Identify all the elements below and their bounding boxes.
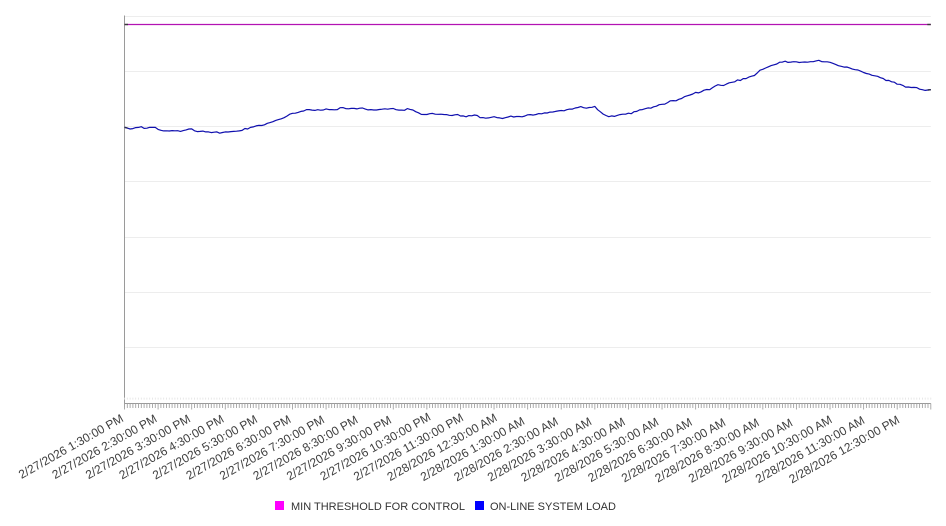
- svg-text:MIN THRESHOLD FOR CONTROL: MIN THRESHOLD FOR CONTROL: [291, 501, 465, 513]
- svg-text:ON-LINE SYSTEM LOAD: ON-LINE SYSTEM LOAD: [490, 501, 616, 513]
